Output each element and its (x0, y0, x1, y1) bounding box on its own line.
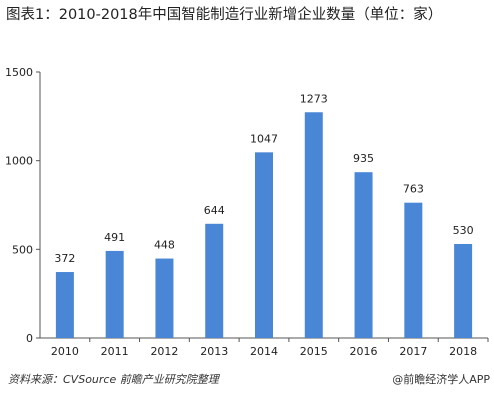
data-label: 1047 (250, 132, 278, 145)
bar (304, 112, 323, 338)
x-tick-label: 2015 (300, 345, 328, 358)
y-tick-label: 1500 (5, 66, 33, 79)
data-label: 935 (353, 152, 374, 165)
y-tick-label: 1000 (5, 155, 33, 168)
x-tick-label: 2010 (51, 345, 79, 358)
data-label: 448 (154, 239, 175, 252)
bar (354, 172, 373, 338)
bars (55, 112, 473, 338)
bar (205, 223, 224, 338)
data-label: 372 (54, 252, 75, 265)
bar (55, 272, 74, 338)
source-note: 资料来源：CVSource 前瞻产业研究院整理 (8, 373, 219, 386)
data-label: 644 (204, 204, 225, 217)
x-tick-label: 2018 (449, 345, 477, 358)
data-label: 530 (453, 224, 474, 237)
credit-note: @前瞻经济学人APP (392, 373, 490, 386)
data-label: 763 (403, 183, 424, 196)
x-tick-label: 2016 (350, 345, 378, 358)
x-tick-label: 2013 (200, 345, 228, 358)
axes: 0 500 1000 1500 2010 2011 2012 2013 2014 2015 2016… (5, 66, 489, 358)
x-tick-label: 2017 (399, 345, 427, 358)
y-tick-label: 500 (12, 243, 33, 256)
data-label: 491 (104, 231, 125, 244)
bar (404, 202, 423, 338)
bar (454, 244, 473, 338)
bar (255, 152, 273, 338)
bar (105, 250, 124, 338)
x-tick-label: 2014 (250, 345, 278, 358)
y-tick-label: 0 (26, 332, 33, 345)
bar (155, 258, 174, 338)
x-tick-label: 2011 (101, 345, 129, 358)
data-labels: 372 491 448 644 1047 1273 935 763 530 (54, 92, 473, 265)
x-tick-label: 2012 (150, 345, 178, 358)
data-label: 1273 (300, 92, 328, 105)
chart-title: 图表1：2010-2018年中国智能制造行业新增企业数量（单位：家） (6, 7, 443, 23)
